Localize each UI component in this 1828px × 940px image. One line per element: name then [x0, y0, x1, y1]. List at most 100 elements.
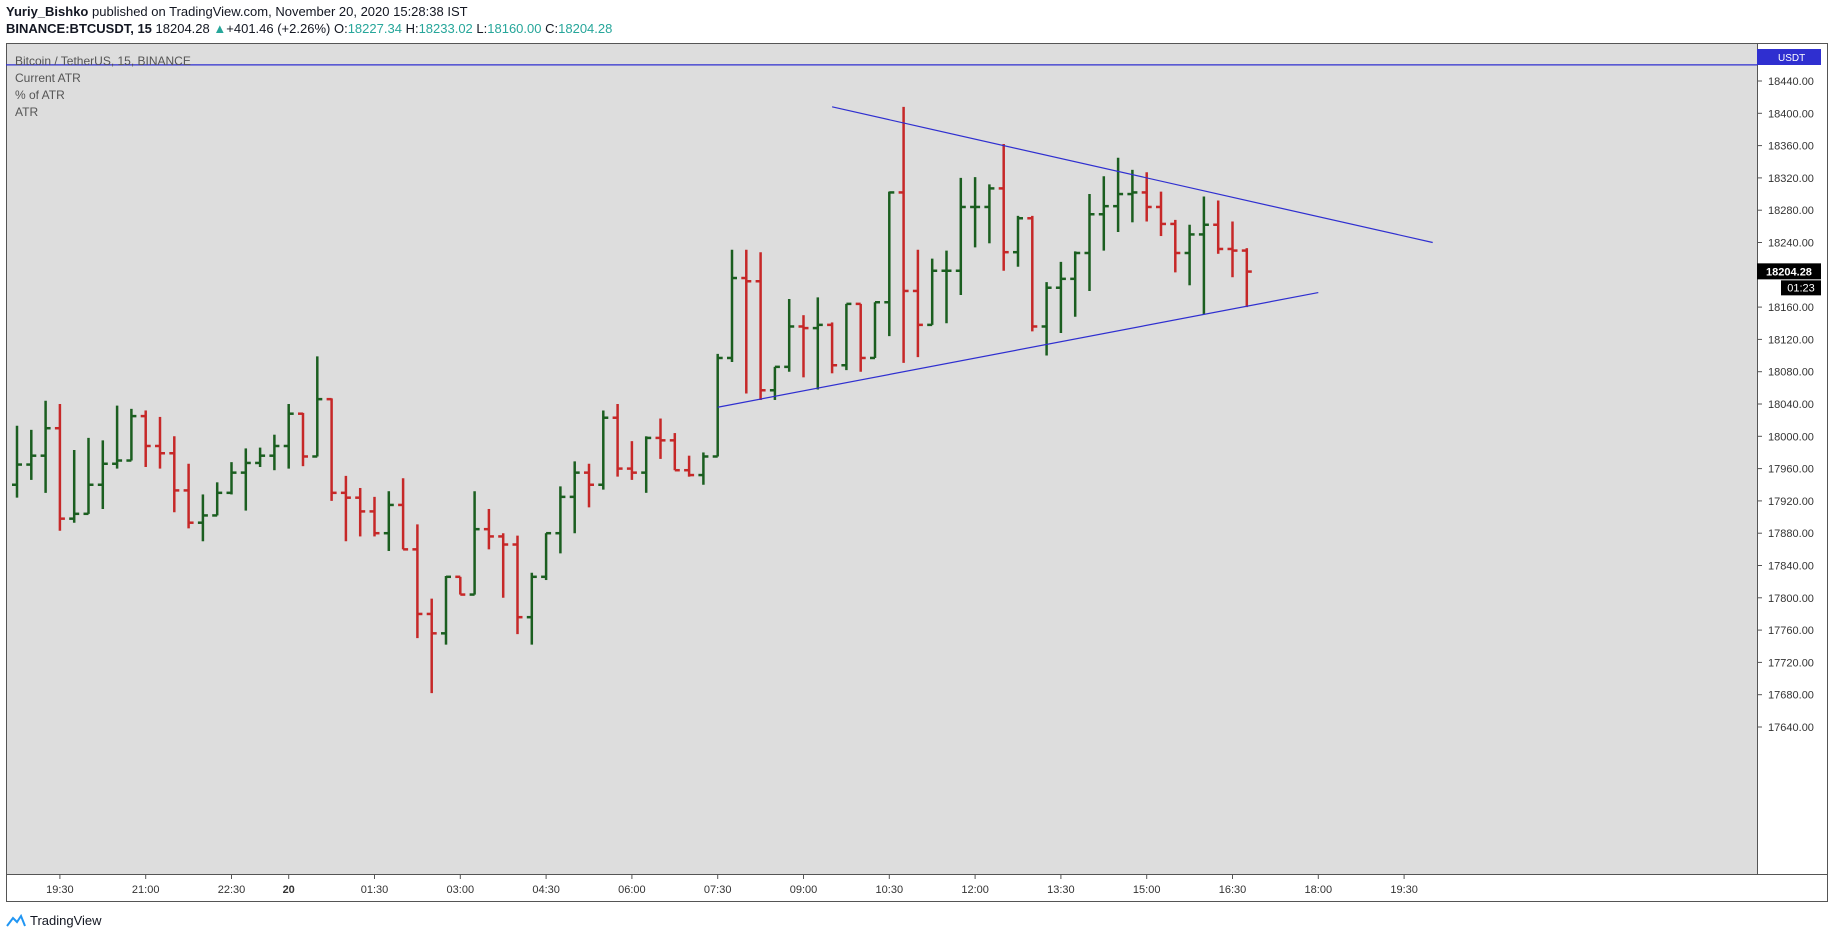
ohlc-bar: [298, 412, 308, 467]
ohlc-bar: [870, 301, 880, 360]
close-value: 18204.28: [558, 21, 613, 36]
ohlc-bar: [1227, 221, 1238, 278]
ohlc-bar: [1084, 194, 1095, 291]
ohlc-bar: [512, 535, 523, 635]
price-tick-label: 17840.00: [1768, 561, 1814, 573]
ohlc-bar: [183, 463, 194, 529]
ohlc-bar: [140, 410, 151, 467]
ohlc-bar: [655, 418, 666, 459]
time-tick-label: 04:30: [532, 884, 560, 896]
ohlc-bar: [927, 258, 938, 327]
ohlc-bar: [526, 572, 537, 645]
low-value: 18160.00: [487, 21, 542, 36]
price-tick-label: 17880.00: [1768, 528, 1814, 540]
ohlc-bar: [398, 478, 409, 551]
ohlc-bar: [984, 184, 995, 244]
ohlc-bar: [1241, 248, 1252, 308]
ohlc-bar: [1013, 215, 1023, 267]
price-tick-label: 18400.00: [1768, 108, 1814, 120]
chart-legend: Bitcoin / TetherUS, 15, BINANCE Current …: [15, 53, 191, 121]
ohlc-bar: [355, 487, 366, 537]
price-tick-label: 18160.00: [1768, 302, 1814, 314]
price-axis-border: [1757, 43, 1828, 875]
ohlc-bar: [1127, 169, 1138, 223]
high-label: H:: [405, 21, 419, 36]
time-tick-label: 03:00: [447, 884, 475, 896]
ohlc-bar: [83, 437, 94, 516]
ohlc-bar: [841, 302, 852, 371]
ohlc-bar: [483, 508, 494, 550]
ohlc-bar: [1098, 176, 1109, 251]
ohlc-bar: [941, 250, 952, 324]
price-tick-label: 18440.00: [1768, 76, 1814, 88]
ohlc-bar: [441, 575, 451, 645]
ohlc-bar: [698, 452, 709, 485]
time-axis[interactable]: 19:30 21:00 22:30 20 01:30 03:00 04:30 06:00 07:…: [46, 874, 1418, 896]
ohlc-bar: [383, 491, 394, 551]
ohlc-bar: [212, 482, 223, 517]
ohlc-bar: [555, 486, 566, 554]
ohlc-bar: [669, 433, 680, 472]
ohlc-bar: [912, 249, 923, 358]
time-tick-label: 01:30: [361, 884, 389, 896]
ohlc-bar: [855, 302, 866, 372]
price-tick-label: 17720.00: [1768, 657, 1814, 669]
price-tick-label: 18360.00: [1768, 141, 1814, 153]
ohlc-bar: [155, 416, 165, 469]
plot-background[interactable]: [6, 43, 1757, 874]
ohlc-bar: [326, 397, 337, 501]
author-name: Yuriy_Bishko: [6, 4, 89, 19]
ohlc-bar: [283, 404, 294, 469]
time-tick-label: 16:30: [1219, 884, 1247, 896]
ohlc-bar: [884, 191, 895, 337]
chart-frame[interactable]: 18440.00 18400.00 18360.00 18320.00 18280.00…: [6, 43, 1828, 902]
ohlc-bar: [455, 575, 466, 596]
ohlc-bar: [340, 475, 351, 542]
time-tick-label: 13:30: [1047, 884, 1075, 896]
ohlc-bar: [1041, 282, 1052, 356]
ohlc-bar: [498, 533, 509, 598]
price-change: +401.46 (+2.26%): [226, 21, 331, 36]
ohlc-bar: [569, 461, 580, 534]
ohlc-bar: [269, 434, 280, 471]
price-tick-label: 17800.00: [1768, 593, 1814, 605]
ohlc-bar: [112, 405, 123, 469]
price-tick-label: 17960.00: [1768, 464, 1814, 476]
ohlc-bar: [226, 462, 237, 495]
ohlc-bar: [598, 410, 609, 490]
ohlc-bar: [798, 315, 809, 378]
ohlc-bar: [97, 440, 108, 509]
published-text: published on TradingView.com, November 2…: [92, 4, 468, 19]
ohlc-bar: [54, 404, 65, 531]
symbol-info: BINANCE:BTCUSDT, 15 18204.28 ▲+401.46 (+…: [6, 21, 612, 36]
price-tick-label: 18000.00: [1768, 431, 1814, 443]
price-tick-label: 18320.00: [1768, 173, 1814, 185]
price-axis[interactable]: 18440.00 18400.00 18360.00 18320.00 18280.00…: [1757, 76, 1814, 734]
ohlc-bar: [26, 429, 37, 480]
ohlc-bar: [369, 496, 380, 537]
trendline[interactable]: [717, 291, 1319, 408]
open-value: 18227.34: [347, 21, 402, 36]
close-label: C:: [545, 21, 559, 36]
last-price-tag: 18204.28: [1757, 263, 1821, 280]
up-triangle-icon: ▲: [213, 21, 227, 36]
ohlc-bar: [955, 177, 966, 295]
time-tick-label: 12:00: [961, 884, 989, 896]
ohlc-bar: [412, 524, 423, 639]
time-tick-label: 20: [283, 884, 295, 896]
open-label: O:: [333, 21, 348, 36]
price-tick-label: 17760.00: [1768, 625, 1814, 637]
low-label: L:: [476, 21, 488, 36]
ohlc-bar: [1170, 219, 1181, 273]
trendline[interactable]: [831, 106, 1433, 244]
legend-title: Bitcoin / TetherUS, 15, BINANCE: [15, 54, 191, 68]
price-tick-label: 17920.00: [1768, 496, 1814, 508]
ohlc-bar: [712, 353, 723, 458]
ohlc-bar: [898, 106, 909, 363]
ohlc-chart[interactable]: 18440.00 18400.00 18360.00 18320.00 18280.00…: [6, 43, 1828, 902]
price-tick-label: 18280.00: [1768, 205, 1814, 217]
ohlc-bar: [69, 450, 80, 523]
ohlc-bar: [1027, 215, 1038, 332]
ohlc-bar: [626, 441, 637, 480]
ohlc-bar: [584, 463, 594, 508]
